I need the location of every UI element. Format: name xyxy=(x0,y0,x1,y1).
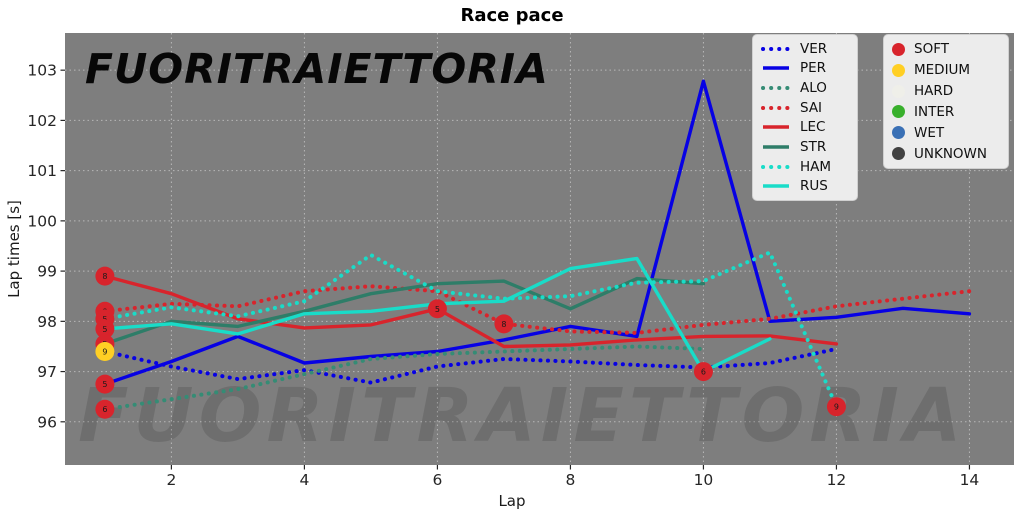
legend-tire-label: HARD xyxy=(914,83,954,100)
legend-driver-label: VER xyxy=(800,40,828,57)
stint-markers: 885559565869 xyxy=(95,266,846,419)
y-tick-label: 96 xyxy=(37,413,57,431)
dotted-line-sample-icon xyxy=(761,86,791,91)
stint-marker-PER-lap1: 5 xyxy=(95,374,115,394)
solid-line-sample-icon xyxy=(763,145,789,149)
watermark-logo: FUORITRAIETTORIA xyxy=(85,45,549,93)
stint-marker-label: 6 xyxy=(102,405,107,414)
x-tick-label: 4 xyxy=(299,471,309,489)
series-line-HAM xyxy=(102,250,839,409)
y-tick-label: 103 xyxy=(27,62,57,80)
legend-driver-item-HAM: HAM xyxy=(761,159,849,175)
series-line-LEC xyxy=(103,274,839,349)
series-line-PER xyxy=(103,79,972,386)
unknown-tire-dot-icon xyxy=(892,147,905,161)
x-tick-label: 14 xyxy=(960,471,980,489)
legend-tire-label: INTER xyxy=(914,103,955,120)
grid-lines xyxy=(65,33,1014,465)
stint-marker-label: 9 xyxy=(102,347,107,356)
driver-legend: VER PER ALO SAI LEC STR HAM RUS xyxy=(752,34,858,201)
legend-tire-item-inter: INTER xyxy=(892,104,1000,120)
soft-tire-dot-icon xyxy=(892,42,905,56)
stint-marker-LEC-lap6: 5 xyxy=(427,299,447,319)
legend-driver-item-STR: STR xyxy=(761,139,849,155)
solid-line-sample-icon xyxy=(763,66,789,71)
x-tick-label: 12 xyxy=(827,471,847,489)
legend-tire-label: SOFT xyxy=(914,41,949,58)
legend-tire-item-unknown: UNKNOWN xyxy=(892,146,1000,162)
stint-marker-RUS-lap10: 6 xyxy=(693,362,713,382)
series-line-SAI xyxy=(102,284,972,335)
legend-driver-item-RUS: RUS xyxy=(761,178,849,194)
wet-tire-dot-icon xyxy=(892,126,905,140)
y-tick-label: 98 xyxy=(37,313,57,331)
x-tick-label: 2 xyxy=(166,471,176,489)
series-line-ALO xyxy=(102,344,706,412)
inter-tire-dot-icon xyxy=(892,105,905,119)
legend-driver-label: ALO xyxy=(800,80,827,97)
stint-marker-label: 8 xyxy=(102,272,107,281)
dotted-line-sample-icon xyxy=(761,46,791,51)
tire-legend: SOFT MEDIUM HARD INTER WET UNKNOWN xyxy=(883,34,1009,169)
legend-tire-item-wet: WET xyxy=(892,125,1000,141)
x-tick-label: 10 xyxy=(694,471,714,489)
stint-marker-LEC-lap1: 8 xyxy=(95,266,115,286)
legend-tire-item-medium: MEDIUM xyxy=(892,62,1000,78)
y-tick-label: 101 xyxy=(27,162,57,180)
stint-marker-label: 5 xyxy=(102,325,107,334)
stint-marker-VER-lap1: 9 xyxy=(95,341,115,361)
hard-tire-dot-icon xyxy=(892,84,905,98)
stint-marker-RUS-lap1: 5 xyxy=(95,319,115,339)
stint-marker-label: 5 xyxy=(102,315,107,324)
legend-driver-label: RUS xyxy=(800,178,828,195)
watermark-bottom: FUORITRAIETTORIA xyxy=(78,373,966,459)
legend-driver-item-ALO: ALO xyxy=(761,80,849,96)
y-tick-label: 100 xyxy=(27,212,57,230)
y-axis-label: Lap times [s] xyxy=(5,200,23,298)
dotted-line-sample-icon xyxy=(761,105,791,110)
chart-title: Race pace xyxy=(460,5,564,26)
legend-driver-label: PER xyxy=(800,60,827,77)
legend-tire-label: WET xyxy=(914,124,945,141)
legend-driver-label: LEC xyxy=(800,119,826,136)
stint-marker-ALO-lap1: 6 xyxy=(95,399,115,419)
y-tick-label: 97 xyxy=(37,363,57,381)
stint-marker-label: 5 xyxy=(102,380,107,389)
legend-driver-item-PER: PER xyxy=(761,60,849,76)
stint-marker-label: 9 xyxy=(834,403,839,412)
legend-tire-item-soft: SOFT xyxy=(892,41,1000,57)
legend-driver-label: HAM xyxy=(800,158,832,175)
medium-tire-dot-icon xyxy=(892,63,905,77)
legend-driver-item-SAI: SAI xyxy=(761,100,849,116)
legend-driver-label: SAI xyxy=(800,99,823,116)
x-tick-label: 6 xyxy=(432,471,442,489)
stint-marker-HAM-lap12: 9 xyxy=(826,397,846,417)
legend-tire-label: UNKNOWN xyxy=(914,145,988,162)
stint-marker-label: 6 xyxy=(701,368,706,377)
legend-driver-item-LEC: LEC xyxy=(761,119,849,135)
x-tick-label: 8 xyxy=(565,471,575,489)
legend-driver-label: STR xyxy=(800,138,827,155)
solid-line-sample-icon xyxy=(763,184,789,188)
x-axis-label: Lap xyxy=(498,492,526,510)
solid-line-sample-icon xyxy=(763,125,789,130)
y-tick-label: 99 xyxy=(37,263,57,281)
legend-tire-item-hard: HARD xyxy=(892,83,1000,99)
y-tick-label: 102 xyxy=(27,112,57,130)
legend-driver-item-VER: VER xyxy=(761,41,849,57)
dotted-line-sample-icon xyxy=(761,164,791,169)
stint-marker-label: 8 xyxy=(501,320,506,329)
series-line-STR xyxy=(103,276,706,346)
legend-tire-label: MEDIUM xyxy=(914,62,971,79)
stint-marker-SAI-lap7: 8 xyxy=(494,314,514,334)
stint-marker-label: 5 xyxy=(435,305,440,314)
